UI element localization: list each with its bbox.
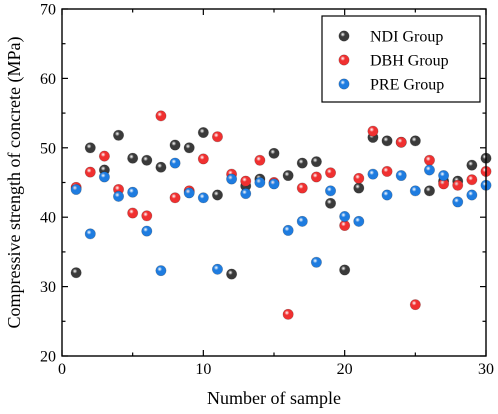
point-dbh-group [84,166,96,178]
point-ndi-group [70,267,82,279]
point-dbh-group [211,131,223,143]
point-dbh-group [254,154,266,166]
point-dbh-group [353,172,365,184]
axis-ticks: 20 30 40 50 60 70 0 10 20 30 [40,2,494,379]
point-pre-group [438,170,450,182]
point-pre-group [452,196,464,208]
point-ndi-group [339,264,351,276]
point-pre-group [155,265,167,277]
point-ndi-group [183,142,195,154]
point-ndi-group [113,129,125,141]
point-pre-group [84,228,96,240]
point-pre-group [466,189,478,201]
point-pre-group [127,186,139,198]
y-tick-label: 70 [40,2,56,19]
point-pre-group [339,211,351,223]
point-pre-group [381,189,393,201]
point-dbh-group [169,192,181,204]
point-pre-group [423,164,435,176]
point-pre-group [141,225,153,237]
point-dbh-group [423,154,435,166]
point-dbh-group [367,125,379,137]
y-tick-label: 50 [40,140,56,157]
point-ndi-group [325,197,337,209]
point-dbh-group [282,308,294,320]
point-ndi-group [423,185,435,197]
point-ndi-group [211,189,223,201]
point-pre-group [226,173,238,185]
point-pre-group [240,188,252,200]
y-tick-label: 40 [40,210,56,227]
x-tick-label: 20 [337,361,353,378]
point-ndi-group [169,139,181,151]
point-ndi-group [226,268,238,280]
point-dbh-group [296,182,308,194]
point-pre-group [282,224,294,236]
point-pre-group [296,215,308,227]
point-pre-group [353,215,365,227]
point-dbh-group [240,175,252,187]
point-ndi-group [127,152,139,164]
x-axis-title: Number of sample [207,388,341,408]
point-ndi-group [84,142,96,154]
point-dbh-group [325,167,337,179]
point-pre-group [70,183,82,195]
point-ndi-group [310,156,322,168]
point-pre-group [395,170,407,182]
point-pre-group [409,185,421,197]
point-pre-group [254,177,266,189]
x-tick-label: 30 [478,361,494,378]
point-pre-group [169,157,181,169]
point-ndi-group [155,161,167,173]
legend-items: NDI Group DBH Group PRE Group [338,29,449,94]
point-pre-group [183,187,195,199]
point-dbh-group [141,210,153,222]
legend-marker [338,54,350,66]
point-dbh-group [310,171,322,183]
point-dbh-group [98,150,110,162]
x-tick-label: 10 [195,361,211,378]
point-ndi-group [296,157,308,169]
plot-frame [61,8,487,357]
point-ndi-group [381,135,393,147]
point-ndi-group [409,135,421,147]
point-pre-group [113,190,125,202]
point-dbh-group [452,179,464,191]
legend-label: PRE Group [370,77,444,94]
point-dbh-group [409,299,421,311]
point-dbh-group [127,207,139,219]
y-tick-label: 20 [40,349,56,366]
point-pre-group [367,168,379,180]
point-dbh-group [466,174,478,186]
point-dbh-group [197,153,209,165]
point-dbh-group [381,165,393,177]
point-pre-group [268,178,280,190]
point-ndi-group [197,127,209,139]
point-pre-group [197,192,209,204]
point-pre-group [310,256,322,268]
y-tick-label: 60 [40,71,56,88]
point-pre-group [325,185,337,197]
point-ndi-group [141,154,153,166]
point-pre-group [98,171,110,183]
point-dbh-group [395,136,407,148]
legend-marker [338,78,350,90]
point-dbh-group [155,110,167,122]
y-tick-label: 30 [40,279,56,296]
data-points [70,110,492,320]
y-axis-title: Compressive strength of concrete (MPa) [4,37,25,329]
legend-label: NDI Group [370,29,443,46]
legend: NDI Group DBH Group PRE Group [321,15,481,103]
point-pre-group [211,263,223,275]
legend-marker [338,30,350,42]
point-ndi-group [282,170,294,182]
point-ndi-group [268,147,280,159]
legend-label: DBH Group [370,53,449,70]
point-ndi-group [353,182,365,194]
x-tick-label: 0 [58,361,66,378]
point-ndi-group [466,159,478,171]
